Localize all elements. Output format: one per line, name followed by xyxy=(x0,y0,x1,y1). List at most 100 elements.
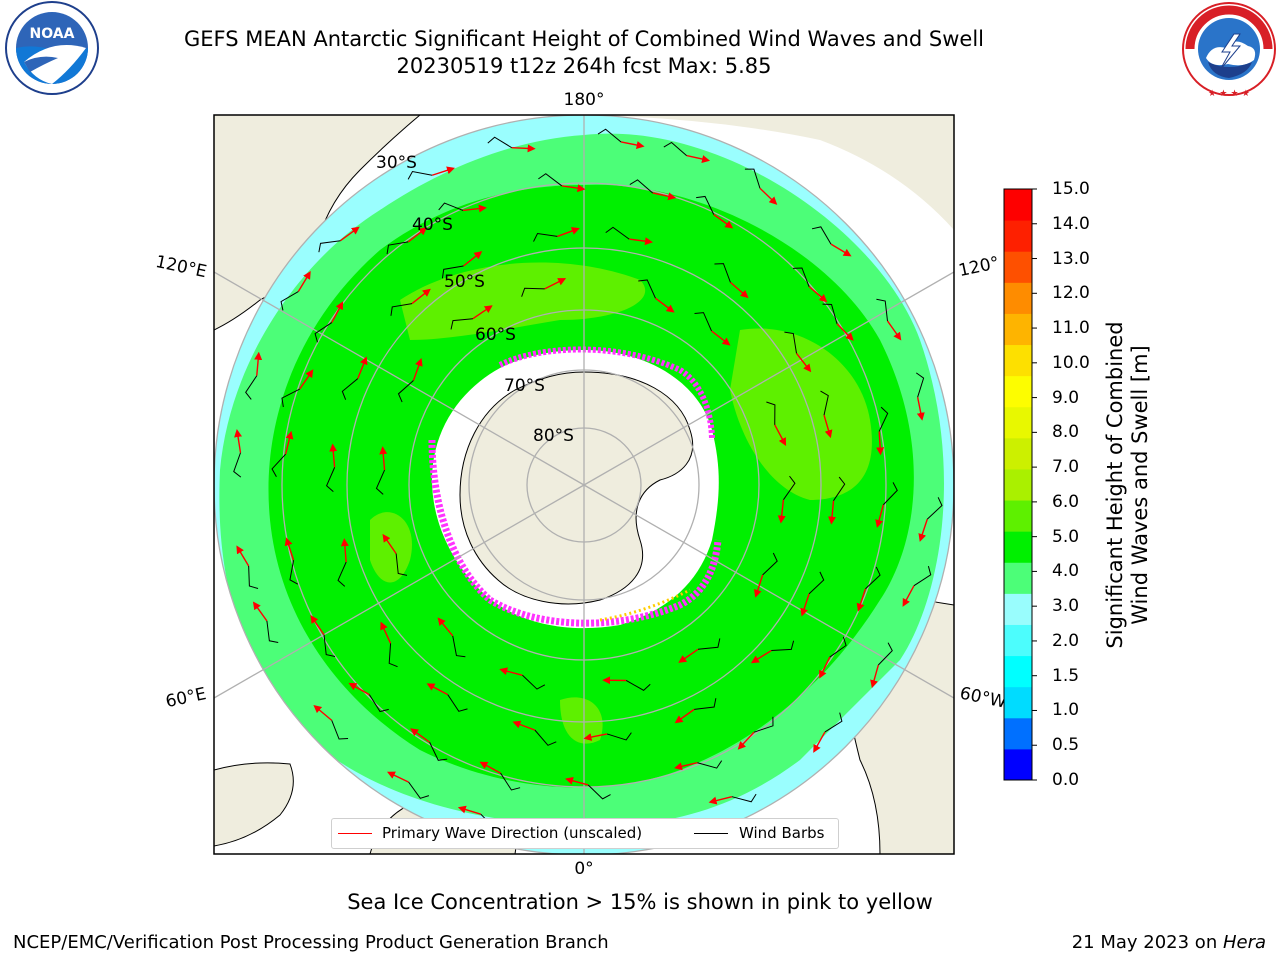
wave-direction-arrow xyxy=(823,414,833,439)
colorbar-segment xyxy=(1004,189,1032,221)
wind-barb xyxy=(331,720,349,740)
wind-barb xyxy=(375,469,386,495)
wave-direction-arrow xyxy=(813,731,826,753)
wind-barb xyxy=(694,698,717,710)
wave-direction-arrow xyxy=(284,430,294,455)
wave-direction-arrow xyxy=(544,278,567,290)
wind-barb xyxy=(877,642,893,666)
wave-direction-arrow xyxy=(620,141,645,149)
wave-direction-arrow xyxy=(479,761,501,774)
wind-barb xyxy=(245,375,258,400)
wind-barb xyxy=(447,694,468,712)
wind-barb xyxy=(538,173,563,187)
wave-direction-arrow xyxy=(711,330,731,346)
wind-barb xyxy=(878,406,889,432)
wind-barb xyxy=(500,772,521,791)
wave-direction-arrow xyxy=(686,154,711,163)
colorbar-segment xyxy=(1004,655,1032,688)
wave-direction-arrow xyxy=(511,144,536,153)
wind-barb xyxy=(663,141,687,156)
colorbar-tick-label: 8.0 xyxy=(1052,422,1080,443)
colorbar-segment xyxy=(1004,748,1032,781)
chart-title: GEFS MEAN Antarctic Significant Height o… xyxy=(183,27,985,51)
wave-direction-arrow xyxy=(252,601,268,622)
colorbar-segment xyxy=(1004,686,1032,719)
colorbar-tick-label: 2.0 xyxy=(1052,630,1080,651)
wave-direction-arrow xyxy=(916,397,925,421)
colorbar-segment xyxy=(1004,562,1032,594)
wind-barb xyxy=(744,168,761,189)
wave-direction-arrow xyxy=(759,187,778,205)
wave-direction-arrow xyxy=(750,649,772,664)
colorbar-tick-label: 4.0 xyxy=(1052,561,1080,582)
colorbar-tick-label: 7.0 xyxy=(1052,457,1080,478)
wind-barb xyxy=(792,267,810,287)
wind-barb xyxy=(534,729,557,746)
wave-direction-arrow xyxy=(629,237,653,246)
wave-direction-arrow xyxy=(382,533,397,555)
svg-text:★ ★ ★ ★: ★ ★ ★ ★ xyxy=(1208,89,1250,99)
colorbar-segment xyxy=(1004,624,1032,657)
lat-label-70s: 70°S xyxy=(504,376,545,396)
wind-barb xyxy=(281,388,300,408)
wave-direction-arrow xyxy=(902,585,915,607)
colorbar-segment xyxy=(1004,313,1032,346)
wave-direction-arrow xyxy=(674,762,698,771)
footer-date: 21 May 2023 on Hera xyxy=(1071,932,1266,953)
wind-barb xyxy=(326,467,336,493)
wind-barb xyxy=(876,298,888,321)
colorbar-tick-label: 10.0 xyxy=(1052,352,1090,373)
lon-label-180: 180° xyxy=(564,90,605,110)
wind-barb xyxy=(314,322,333,343)
wind-barb xyxy=(438,202,464,211)
wind-barb xyxy=(337,561,347,587)
wind-barb xyxy=(638,279,656,299)
wind-barb xyxy=(233,452,242,478)
colorbar-frame xyxy=(1003,188,1033,781)
wave-direction-arrow xyxy=(876,431,885,456)
colorbar-segment xyxy=(1004,500,1032,532)
wind-barbs-legend-swatch xyxy=(694,833,728,834)
wind-barb xyxy=(882,482,898,506)
colorbar-segment xyxy=(1004,251,1032,283)
colorbar-segment xyxy=(1004,375,1032,408)
colorbar-tick-label: 0.5 xyxy=(1052,735,1080,756)
wind-barb xyxy=(913,566,932,587)
wind-barb xyxy=(820,390,829,416)
wave-direction-arrow xyxy=(407,227,428,243)
wave-direction-arrow xyxy=(463,251,483,267)
wind-barb xyxy=(766,401,776,425)
lon-label-60e: 60°E xyxy=(164,684,208,712)
colorbar-tick-label: 12.0 xyxy=(1052,283,1090,304)
colorbar-tick-label: 0.0 xyxy=(1052,770,1080,790)
wave-direction-arrow xyxy=(819,656,831,679)
wave-direction-arrow xyxy=(830,243,852,257)
wind-barb xyxy=(407,170,433,180)
wave-direction-arrow xyxy=(678,648,699,663)
lat-label-80s: 80°S xyxy=(533,426,574,446)
wave-direction-vectors xyxy=(233,128,943,837)
wind-barb xyxy=(865,566,881,590)
colorbar-tick-label: 13.0 xyxy=(1052,248,1090,269)
lat-label-50s: 50°S xyxy=(444,272,485,292)
wave-direction-arrow xyxy=(836,323,854,341)
wave-direction-arrow xyxy=(777,499,786,524)
wind-barbs-legend-label: Wind Barbs xyxy=(739,824,825,842)
wave-direction-arrow xyxy=(870,664,879,689)
wind-barb xyxy=(926,497,943,520)
wave-direction-arrow xyxy=(713,213,734,229)
map-frame xyxy=(213,114,955,855)
wave-direction-arrow xyxy=(886,320,902,341)
colorbar-segment xyxy=(1004,593,1032,625)
wave-direction-arrow xyxy=(462,204,487,213)
wave-direction-arrow xyxy=(795,352,812,373)
footer-host: Hera xyxy=(1222,932,1266,953)
lat-label-60s: 60°S xyxy=(475,325,516,345)
colorbar-tick-label: 9.0 xyxy=(1052,387,1080,408)
wave-direction-arrow xyxy=(557,227,580,238)
wind-barb xyxy=(605,226,630,240)
footer-branch: NCEP/EMC/Verification Post Processing Pr… xyxy=(13,932,609,953)
colorbar-tick-label: 5.0 xyxy=(1052,526,1080,547)
primary-wave-legend-label: Primary Wave Direction (unscaled) xyxy=(382,824,643,842)
wind-barb xyxy=(450,318,473,330)
